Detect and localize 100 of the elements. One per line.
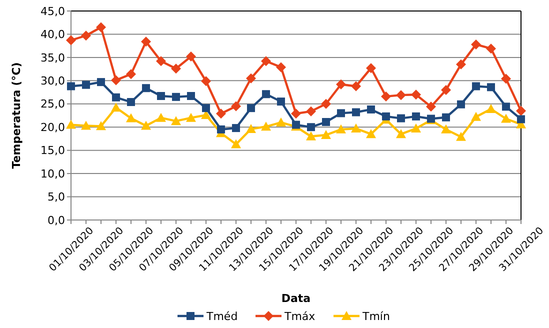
point (487, 83, 495, 92)
point (127, 98, 135, 106)
point (66, 120, 76, 129)
point (351, 81, 361, 92)
point (111, 102, 121, 112)
point (187, 92, 195, 100)
point (246, 73, 256, 84)
y-tick-label: 0,0 (48, 214, 65, 227)
point (276, 62, 286, 72)
point (66, 35, 76, 46)
point (156, 56, 166, 66)
point (171, 116, 181, 126)
point (381, 91, 391, 102)
point (456, 132, 466, 141)
point (306, 106, 316, 116)
point (142, 84, 150, 92)
y-tick-label: 20,0 (40, 120, 65, 134)
point (367, 105, 375, 114)
point (397, 114, 405, 122)
y-axis-title: Temperatura (°C) (10, 62, 23, 169)
point (306, 131, 316, 140)
point (486, 104, 496, 113)
point (516, 106, 526, 116)
x-axis-title: Data (281, 292, 311, 305)
point (321, 130, 331, 140)
point (517, 115, 525, 124)
point (96, 121, 106, 130)
point (97, 78, 105, 86)
point (352, 108, 360, 116)
point (217, 125, 225, 134)
point (442, 113, 450, 122)
point (501, 74, 511, 84)
point (111, 75, 121, 86)
point (231, 101, 241, 112)
point (411, 124, 421, 133)
y-tick-label: 25,0 (40, 98, 65, 111)
point (96, 22, 106, 32)
point (261, 56, 271, 66)
y-tick-label: 10,0 (40, 167, 65, 180)
point (502, 102, 510, 111)
point (501, 114, 511, 123)
point (186, 52, 196, 62)
y-tick-label: 40,0 (40, 28, 65, 42)
point (277, 98, 285, 106)
point (186, 112, 196, 122)
point (81, 30, 91, 41)
point (112, 93, 120, 102)
point (81, 120, 91, 130)
point (321, 98, 331, 109)
point (472, 82, 480, 90)
point (291, 108, 301, 119)
point (201, 76, 211, 86)
point (156, 112, 166, 122)
y-tick-label: 15,0 (40, 144, 65, 158)
y-tick-label: 35,0 (40, 51, 65, 64)
point (232, 124, 240, 132)
point (441, 84, 451, 95)
point (157, 92, 165, 100)
y-tick-label: 45,0 (40, 4, 65, 18)
point (456, 59, 466, 70)
point (246, 124, 256, 133)
point (337, 109, 345, 118)
point (411, 90, 421, 100)
point (262, 90, 270, 98)
point (141, 36, 151, 47)
point (471, 112, 481, 121)
point (307, 123, 315, 132)
point (247, 104, 255, 112)
point (276, 117, 286, 126)
point (126, 113, 136, 122)
point (202, 104, 210, 112)
point (216, 108, 226, 119)
legend-label: Tmáx (284, 310, 316, 323)
point (366, 63, 376, 74)
point (351, 124, 361, 133)
point (322, 118, 330, 126)
point (141, 120, 151, 130)
point (171, 64, 181, 74)
point (382, 112, 390, 120)
point (426, 102, 436, 112)
point (471, 39, 481, 50)
point (412, 112, 420, 120)
point (261, 122, 271, 131)
point (457, 100, 465, 108)
y-tick-label: 5,0 (48, 190, 65, 204)
point (172, 92, 180, 101)
y-tick-label: 30,0 (40, 74, 65, 88)
point (396, 129, 406, 138)
point (336, 124, 346, 134)
point (396, 90, 406, 100)
legend-label: Tmín (362, 310, 390, 323)
legend-label: Tméd (206, 310, 238, 323)
point (441, 124, 451, 134)
point (336, 79, 346, 90)
point (126, 69, 136, 80)
point (231, 139, 241, 148)
point (486, 44, 496, 54)
point (67, 82, 75, 90)
point (82, 80, 90, 89)
point (366, 129, 376, 138)
